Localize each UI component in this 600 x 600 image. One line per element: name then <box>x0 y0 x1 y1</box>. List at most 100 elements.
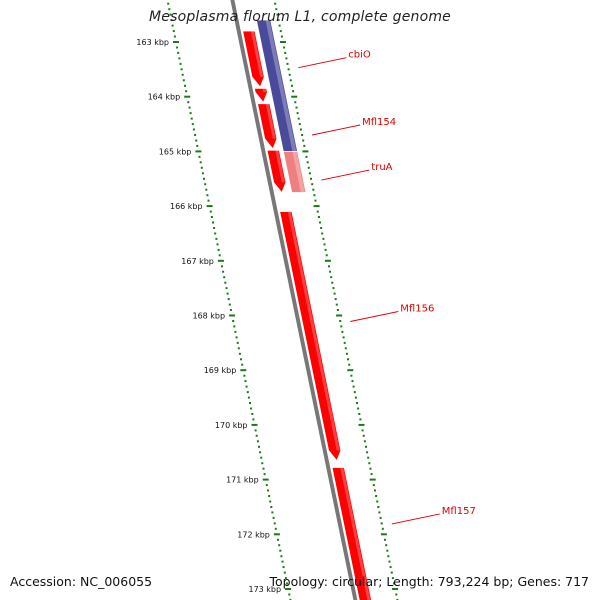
gene-sheen <box>262 88 267 93</box>
minor-tick <box>336 309 339 311</box>
minor-tick <box>269 500 272 503</box>
minor-tick <box>389 566 392 569</box>
minor-tick <box>366 451 369 454</box>
minor-tick <box>223 276 226 279</box>
minor-tick <box>189 112 192 115</box>
minor-tick <box>388 560 391 563</box>
minor-tick <box>375 495 378 497</box>
major-tick <box>313 205 320 208</box>
forward-feature-layer <box>242 30 372 600</box>
major-tick <box>273 533 280 536</box>
rna-feature <box>283 151 307 193</box>
minor-tick <box>367 456 370 459</box>
minor-tick <box>352 385 355 388</box>
major-tick <box>380 533 387 536</box>
minor-tick <box>365 445 367 448</box>
minor-tick <box>271 511 274 514</box>
minor-tick <box>281 560 284 563</box>
minor-tick <box>348 363 351 366</box>
minor-tick <box>285 57 288 60</box>
minor-tick <box>204 183 207 186</box>
minor-tick <box>200 166 203 169</box>
minor-tick <box>184 84 186 87</box>
minor-tick <box>342 336 345 339</box>
minor-tick <box>395 593 398 596</box>
minor-tick <box>351 380 354 383</box>
minor-tick <box>168 8 171 11</box>
major-tick <box>251 423 258 426</box>
minor-tick <box>249 402 251 404</box>
minor-tick <box>391 577 394 580</box>
minor-tick <box>190 117 193 120</box>
minor-tick <box>244 380 247 383</box>
minor-tick <box>212 221 214 224</box>
minor-tick <box>209 210 212 213</box>
minor-tick <box>227 298 230 301</box>
minor-tick <box>171 24 174 27</box>
minor-tick <box>278 544 281 547</box>
minor-tick <box>177 51 180 54</box>
minor-tick <box>195 139 198 142</box>
minor-tick <box>381 527 384 530</box>
minor-tick <box>279 30 282 33</box>
minor-tick <box>289 79 292 82</box>
gene-label: truA <box>371 162 392 173</box>
feature-sheen <box>292 151 305 193</box>
minor-tick <box>345 352 348 355</box>
gene-label-layer: cbiO Mfl154 truA Mfl156 Mfl157 <box>298 50 476 525</box>
scale-label: 163 kbp <box>136 38 169 47</box>
minor-tick <box>283 46 286 49</box>
minor-tick <box>191 123 194 126</box>
scale-label: 164 kbp <box>148 93 181 102</box>
minor-tick <box>234 330 237 333</box>
minor-tick <box>311 183 314 186</box>
minor-tick <box>216 243 219 246</box>
minor-tick <box>287 68 290 71</box>
minor-tick <box>386 549 389 552</box>
outer-tick-ring <box>274 2 399 600</box>
major-tick <box>173 41 179 43</box>
minor-tick <box>372 484 375 487</box>
gene-arrow <box>331 467 372 600</box>
minor-tick <box>254 429 257 432</box>
minor-tick <box>282 566 285 569</box>
scale-label: 168 kbp <box>192 312 225 321</box>
minor-tick <box>361 429 364 432</box>
minor-tick <box>246 391 249 394</box>
minor-tick <box>335 303 338 306</box>
minor-tick <box>308 172 311 175</box>
minor-tick <box>229 309 232 311</box>
minor-tick <box>387 555 390 558</box>
minor-tick <box>289 598 292 600</box>
minor-tick <box>339 320 342 322</box>
minor-tick <box>187 101 190 104</box>
minor-tick <box>294 101 297 104</box>
gene-label: Mfl154 <box>362 117 396 128</box>
minor-tick <box>356 402 358 404</box>
map-title: Mesoplasma florum L1, complete genome <box>148 9 451 25</box>
gene-sheen <box>340 467 371 600</box>
minor-tick <box>331 281 334 284</box>
minor-tick <box>380 522 383 525</box>
minor-tick <box>273 522 276 525</box>
minor-tick <box>182 79 185 82</box>
minor-tick <box>278 24 281 27</box>
minor-tick <box>384 538 386 541</box>
minor-tick <box>218 254 221 257</box>
minor-tick <box>286 582 288 585</box>
minor-tick <box>328 265 330 268</box>
minor-tick <box>268 495 271 497</box>
minor-tick <box>295 106 298 109</box>
scale-label: 166 kbp <box>170 202 203 211</box>
minor-tick <box>243 374 246 377</box>
minor-tick <box>369 467 372 470</box>
minor-tick <box>332 287 335 290</box>
minor-tick <box>263 473 266 476</box>
gene-arrow <box>266 150 287 193</box>
gene-label-leader <box>391 513 440 525</box>
major-tick <box>369 478 376 481</box>
minor-tick <box>297 117 300 120</box>
minor-tick <box>376 500 379 503</box>
minor-tick <box>280 35 283 38</box>
minor-tick <box>329 270 332 273</box>
